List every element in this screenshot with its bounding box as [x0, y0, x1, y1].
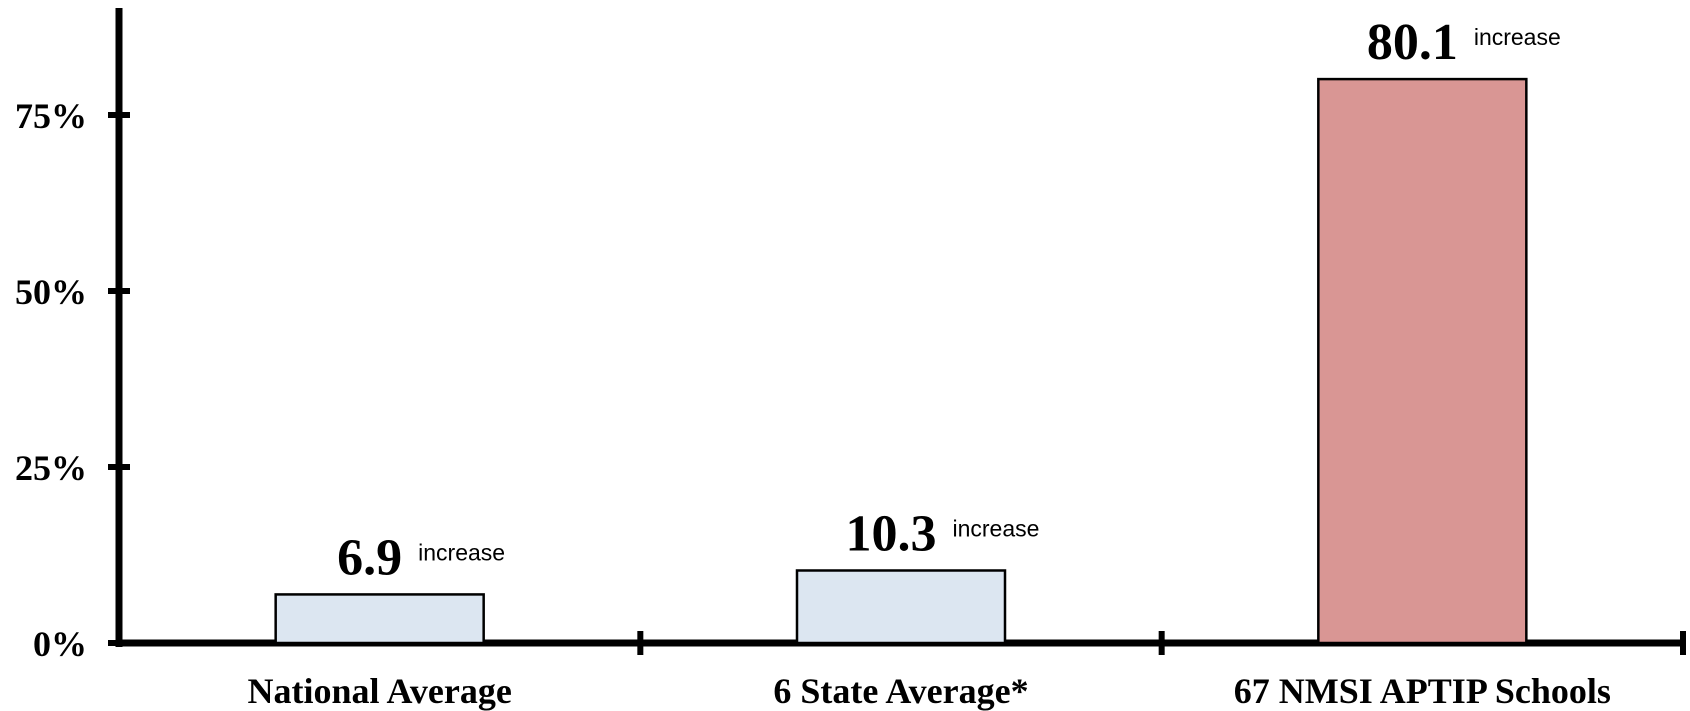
y-tick-label: 75%	[15, 96, 87, 136]
bar	[274, 593, 485, 645]
bar-value-suffix: increase	[953, 515, 1040, 541]
x-category-label: 67 NMSI APTIP Schools	[1234, 671, 1611, 711]
x-category-label: National Average	[248, 671, 512, 711]
bars-group	[274, 77, 1528, 645]
bar-value-label: 6.9	[337, 529, 402, 586]
y-tick-label: 25%	[15, 448, 87, 488]
labels-group: 0% 25% 50% 75% National Average 6.9 increase 6 …	[15, 14, 1611, 711]
x-category-label: 6 State Average*	[773, 671, 1028, 711]
bar	[1317, 77, 1528, 645]
y-tick-label: 50%	[15, 272, 87, 312]
bar	[795, 569, 1007, 645]
bar-value-label: 10.3	[846, 505, 937, 562]
bar-value-suffix: increase	[1474, 24, 1561, 50]
y-tick-label: 0%	[33, 624, 87, 664]
bar-value-label: 80.1	[1367, 14, 1458, 71]
bar-value-suffix: increase	[418, 539, 505, 565]
